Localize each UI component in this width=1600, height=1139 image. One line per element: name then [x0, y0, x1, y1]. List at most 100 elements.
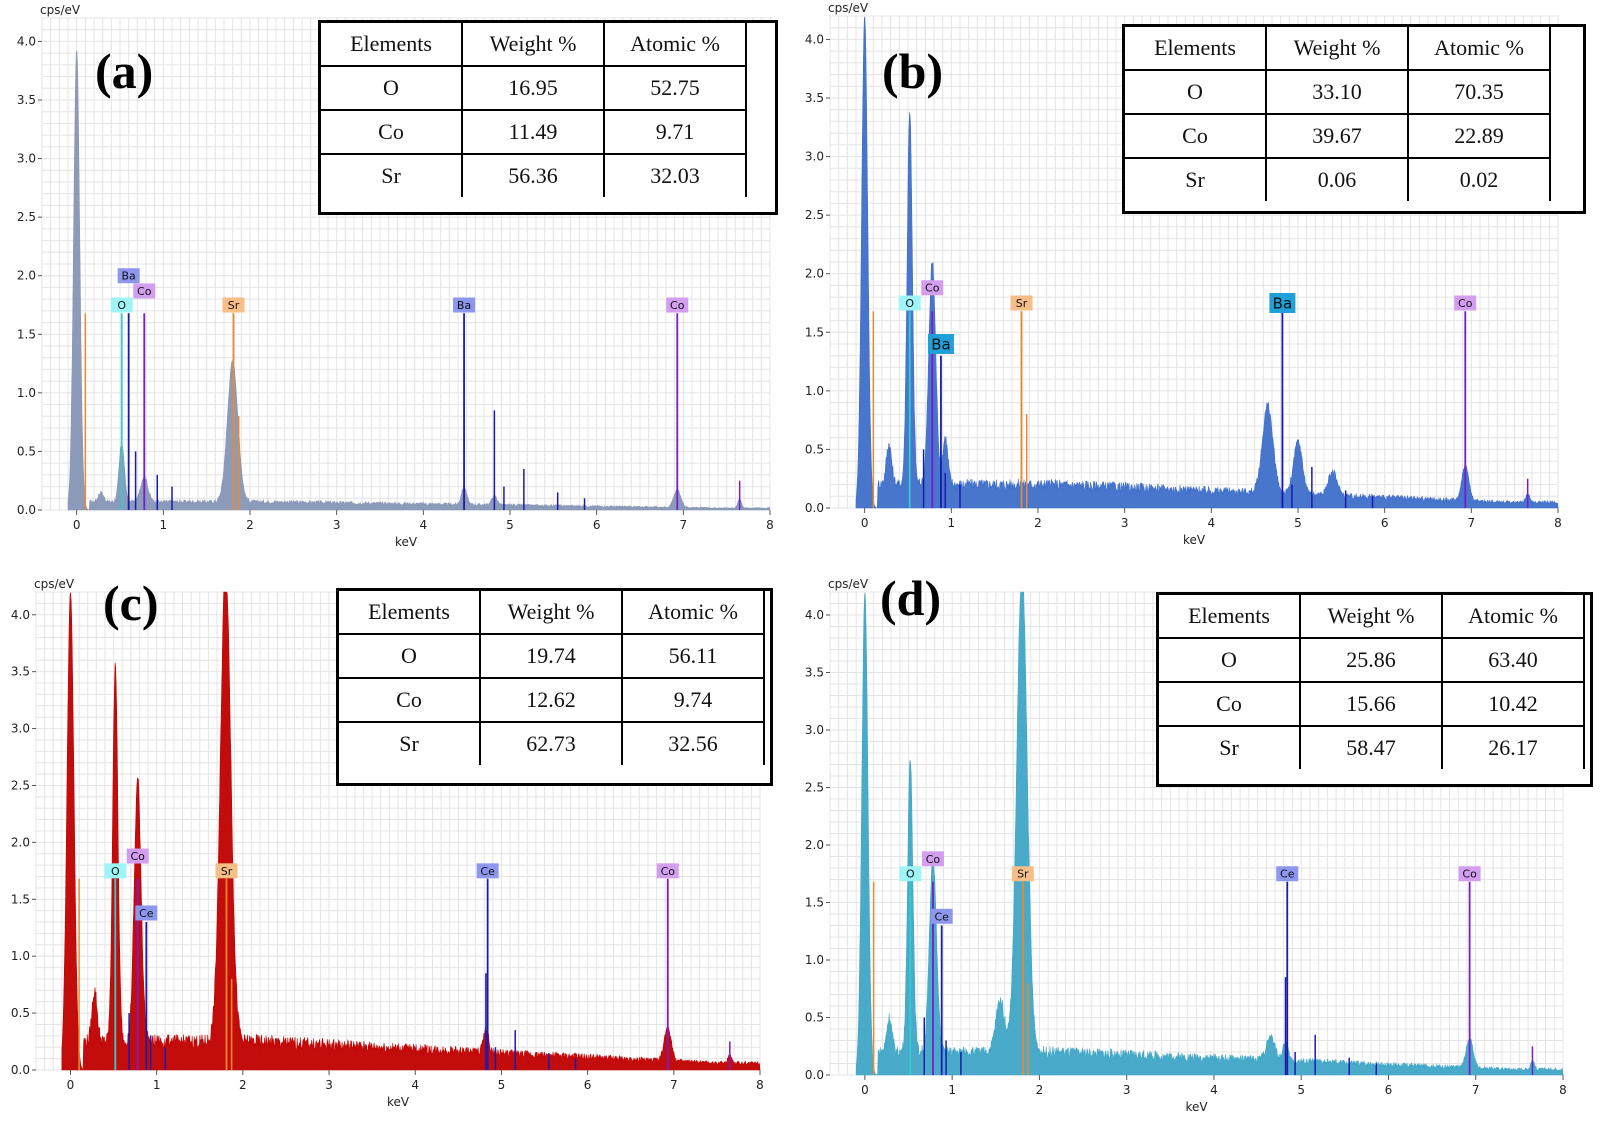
x-tick-label: 3 [333, 518, 341, 532]
table-cell: Sr [321, 154, 463, 197]
x-tick-label: 8 [756, 1078, 764, 1092]
table-header-cell: Elements [339, 591, 481, 635]
y-tick-label: 4.0 [805, 32, 824, 46]
y-tick-label: 0.5 [17, 444, 36, 458]
y-tick-label: 1.0 [17, 386, 36, 400]
table-cell: 25.86 [1300, 638, 1443, 683]
panel-label: (b) [882, 43, 943, 99]
x-tick-label: 1 [948, 516, 956, 530]
x-tick-label: 0 [67, 1078, 75, 1092]
table-cell: 26.17 [1442, 726, 1585, 769]
table-header-cell: Elements [321, 23, 463, 67]
table-cell: 56.11 [622, 634, 765, 679]
marker-label-bg-ce [476, 863, 499, 879]
y-tick-label: 2.5 [805, 208, 824, 222]
marker-label-o: O [905, 297, 914, 310]
marker-label-co: Co [1458, 297, 1473, 310]
y-tick-label: 1.5 [11, 892, 30, 906]
marker-label-ba: Ba [122, 270, 136, 283]
table-cell: 0.06 [1266, 158, 1409, 201]
y-axis-title: cps/eV [828, 577, 869, 591]
panel-d: O Co Ce Sr Ce Co 0 1 2 3 4 5 6 7 8 0.0 0.5 1.0 1.5 2.0 2.5 3.… [800, 570, 1600, 1139]
marker-label-ce: Ce [1280, 868, 1295, 881]
y-tick-label: 4.0 [17, 34, 36, 48]
panel-c: O Co Ce Sr Ce Co 0 1 2 3 4 5 6 7 8 0.0 0.5 1.0 1.5 2.0 2.5 3.… [0, 570, 785, 1139]
table-cell: O [1125, 70, 1267, 115]
table-cell: Co [339, 678, 481, 723]
marker-label-bg-co [1458, 866, 1481, 882]
table-cell: 70.35 [1408, 70, 1551, 115]
table-cell: 58.47 [1300, 726, 1443, 769]
x-tick-label: 1 [948, 1083, 956, 1097]
y-tick-label: 0.5 [805, 1011, 824, 1025]
table-row: Sr 56.36 32.03 [321, 154, 747, 197]
table-cell: Co [1125, 114, 1267, 159]
table-header-cell: Atomic % [622, 591, 765, 635]
marker-label-ba: Ba [931, 335, 950, 353]
spectrum-area [61, 591, 761, 1071]
table-cell: 33.10 [1266, 70, 1409, 115]
spectrum-area [855, 591, 1564, 1076]
table-header-row: Elements Weight % Atomic % [1159, 595, 1585, 639]
marker-label-co: Co [661, 865, 676, 878]
marker-label-bg-ba [927, 334, 954, 354]
y-tick-label: 4.0 [11, 608, 30, 622]
y-tick-label: 3.5 [17, 93, 36, 107]
table-cell: 52.75 [604, 66, 747, 111]
marker-label-co: Co [925, 282, 940, 295]
x-tick-label: 3 [1121, 516, 1129, 530]
x-tick-label: 7 [680, 518, 688, 532]
table-row: Co 11.49 9.71 [321, 110, 747, 155]
table-cell: 39.67 [1266, 114, 1409, 159]
x-tick-label: 6 [1381, 516, 1389, 530]
table-header-cell: Weight % [1266, 27, 1409, 71]
marker-label-bg-co [921, 851, 944, 867]
marker-label-sr: Sr [1017, 868, 1029, 881]
marker-label-bg-co [1454, 295, 1477, 311]
table-header-cell: Elements [1125, 27, 1267, 71]
y-tick-label: 3.5 [805, 666, 824, 680]
table-header-cell: Weight % [1300, 595, 1443, 639]
y-tick-label: 1.5 [17, 327, 36, 341]
marker-label-ce: Ce [934, 910, 949, 923]
x-tick-label: 0 [861, 1083, 869, 1097]
table-cell: Sr [1125, 158, 1267, 201]
panel-b: O Co Ba Sr Ba Co 0 1 2 3 4 5 6 7 8 0.0 0.5 1.0 1.5 2.0 2.5 3.… [800, 0, 1600, 555]
x-axis-title: keV [1183, 533, 1206, 547]
grid [829, 15, 1559, 509]
panel-label: (a) [95, 43, 153, 99]
marker-label-sr: Sr [228, 299, 240, 312]
table-row: O 25.86 63.40 [1159, 638, 1585, 683]
table-cell: Sr [1159, 726, 1301, 769]
y-tick-label: 0.0 [805, 1068, 824, 1082]
x-tick-label: 4 [420, 518, 428, 532]
marker-label-co: Co [1462, 868, 1477, 881]
table-cell: 16.95 [462, 66, 605, 111]
table-cell: 56.36 [462, 154, 605, 197]
y-tick-label: 1.5 [805, 325, 824, 339]
x-tick-label: 7 [670, 1078, 678, 1092]
y-tick-label: 3.0 [805, 150, 824, 164]
table-cell: 32.56 [622, 722, 765, 765]
x-axis-title: keV [395, 535, 418, 549]
x-tick-label: 3 [325, 1078, 333, 1092]
y-tick-label: 4.0 [805, 608, 824, 622]
y-tick-label: 3.5 [11, 665, 30, 679]
x-tick-label: 5 [506, 518, 514, 532]
table-header-cell: Weight % [462, 23, 605, 67]
marker-label-bg-co [126, 848, 149, 864]
marker-label-bg-ce [1276, 866, 1299, 882]
x-tick-label: 4 [1208, 516, 1216, 530]
table-header-cell: Weight % [480, 591, 623, 635]
marker-label-bg-co [921, 280, 944, 296]
x-tick-label: 6 [593, 518, 601, 532]
marker-label-bg-co [133, 283, 156, 299]
table-cell: O [1159, 638, 1301, 683]
table-row: Co 39.67 22.89 [1125, 114, 1551, 159]
y-tick-label: 0.0 [805, 501, 824, 515]
marker-label-bg-o [104, 863, 127, 879]
table-cell: 9.71 [604, 110, 747, 155]
marker-label-bg-sr [1011, 866, 1034, 882]
marker-label-bg-sr [222, 297, 245, 313]
table-header-cell: Atomic % [1408, 27, 1551, 71]
